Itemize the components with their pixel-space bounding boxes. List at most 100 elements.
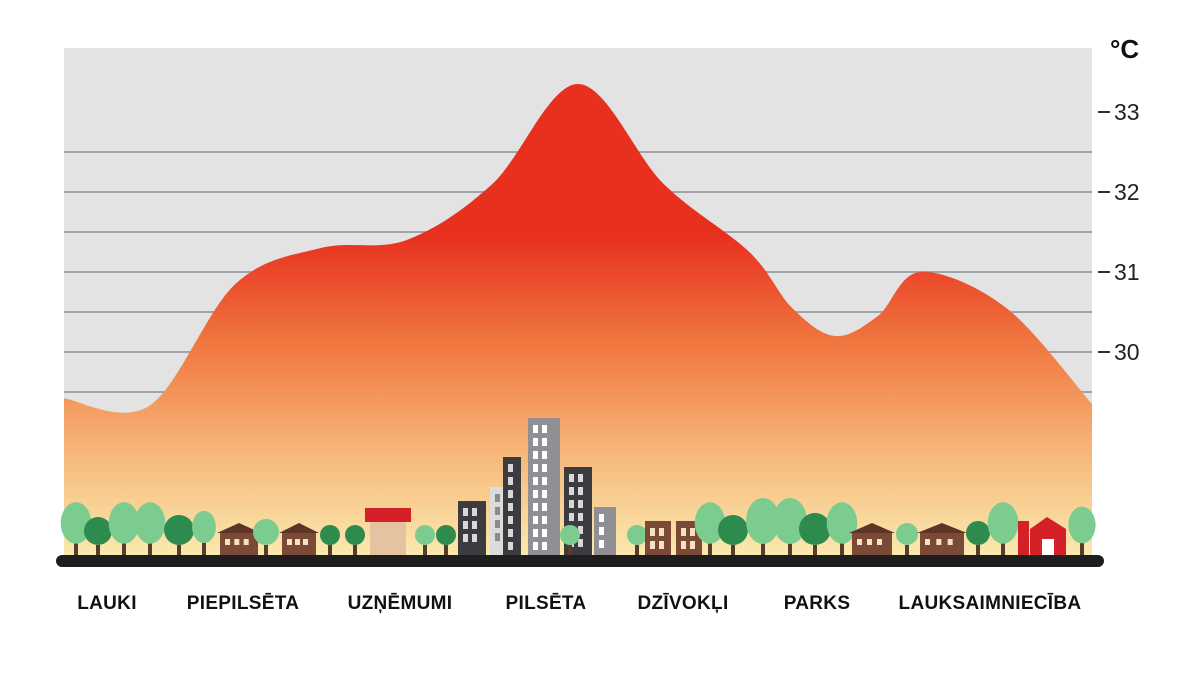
shop-roof <box>365 508 411 522</box>
y-tick-label: 31 <box>1114 259 1140 285</box>
tree-trunk <box>976 545 980 555</box>
window <box>578 539 583 547</box>
window <box>533 542 538 550</box>
bush-icon <box>627 525 647 545</box>
bush-icon <box>896 523 918 545</box>
window <box>533 464 538 472</box>
bush-icon <box>253 519 279 545</box>
category-labels: LAUKI PIEPILSĒTA UZŅĒMUMI PILSĒTA DZĪVOKĻI PA… <box>77 593 1081 614</box>
bush-icon <box>415 525 435 545</box>
city-skyline <box>60 418 1096 555</box>
tree-trunk <box>905 545 909 555</box>
bush-icon <box>560 525 580 545</box>
window <box>495 533 500 541</box>
window <box>578 500 583 508</box>
building-icon <box>645 521 671 555</box>
window <box>578 474 583 482</box>
window <box>681 528 686 536</box>
tree-trunk <box>148 541 152 555</box>
y-tick-label: 33 <box>1114 99 1140 125</box>
tree-trunk <box>761 541 765 555</box>
window <box>650 541 655 549</box>
house-roof <box>849 523 895 533</box>
window <box>578 526 583 534</box>
window <box>681 541 686 549</box>
window <box>508 464 513 472</box>
window <box>599 514 604 522</box>
window <box>533 425 538 433</box>
y-tick-label: 32 <box>1114 179 1140 205</box>
window <box>690 541 695 549</box>
window <box>578 487 583 495</box>
tree-trunk <box>423 545 427 555</box>
window <box>533 516 538 524</box>
tree-trunk <box>74 541 78 555</box>
category-label: PARKS <box>784 593 851 614</box>
window <box>569 513 574 521</box>
tree-trunk <box>264 545 268 555</box>
tree-trunk <box>353 545 357 555</box>
window <box>508 516 513 524</box>
window <box>533 477 538 485</box>
window <box>472 508 477 516</box>
category-label: DZĪVOKĻI <box>637 593 728 614</box>
tree-icon <box>1068 506 1096 544</box>
category-label: PIEPILSĒTA <box>187 593 299 614</box>
window <box>659 528 664 536</box>
window <box>542 451 547 459</box>
house-roof <box>917 523 967 533</box>
window <box>877 539 882 545</box>
tree-trunk <box>444 545 448 555</box>
tree-icon <box>987 502 1019 544</box>
tree-trunk <box>96 545 100 555</box>
window <box>542 490 547 498</box>
bush-icon <box>84 517 112 545</box>
tree-trunk <box>788 541 792 555</box>
window <box>578 513 583 521</box>
house-icon <box>920 533 964 555</box>
tree-icon <box>192 510 216 544</box>
window <box>569 474 574 482</box>
silo-icon <box>1018 521 1029 555</box>
window <box>947 539 953 545</box>
window <box>472 521 477 529</box>
window <box>508 477 513 485</box>
window <box>234 539 240 545</box>
window <box>542 464 547 472</box>
house-roof <box>217 523 261 533</box>
tree-trunk <box>731 545 735 555</box>
category-label: LAUKSAIMNIECĪBA <box>899 593 1082 614</box>
window <box>463 534 468 542</box>
window <box>542 503 547 511</box>
window <box>542 542 547 550</box>
tree-trunk <box>840 541 844 555</box>
tree-icon <box>694 502 726 544</box>
window <box>533 529 538 537</box>
window <box>508 490 513 498</box>
window <box>295 539 300 545</box>
barn-door <box>1042 539 1054 555</box>
tree-icon <box>108 502 140 544</box>
window <box>508 529 513 537</box>
window <box>542 516 547 524</box>
unit-label: °C <box>1110 34 1139 64</box>
tree-icon <box>134 502 166 544</box>
window <box>925 539 930 545</box>
window <box>599 527 604 535</box>
category-label: LAUKI <box>77 593 137 614</box>
window <box>857 539 862 545</box>
window <box>569 487 574 495</box>
house-roof <box>279 523 319 533</box>
window <box>225 539 230 545</box>
bush-icon <box>164 515 194 545</box>
barn-icon <box>1030 517 1066 555</box>
window <box>867 539 872 545</box>
window <box>690 528 695 536</box>
window <box>599 540 604 548</box>
window <box>463 508 468 516</box>
window <box>463 521 468 529</box>
window <box>495 494 500 502</box>
window <box>533 490 538 498</box>
shop-icon <box>370 521 406 555</box>
